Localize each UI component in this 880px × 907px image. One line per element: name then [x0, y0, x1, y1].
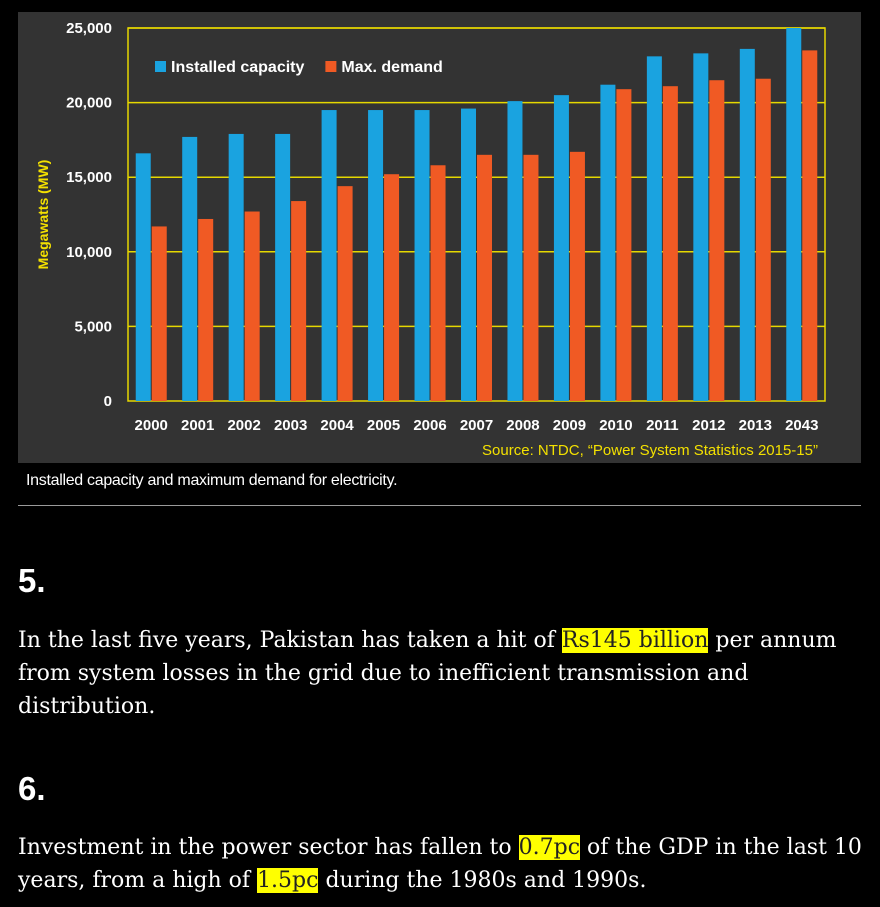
bar-chart: 0 5,000 10,000 15,000 20,000 25,000 Megawatts …: [35, 20, 826, 459]
section-6-text-after: during the 1980s and 1990s.: [318, 868, 647, 893]
bar: [182, 136, 198, 401]
section-5-text-after: per annum from system losses in the grid…: [18, 628, 837, 719]
bar: [600, 84, 616, 402]
divider: [18, 505, 861, 506]
x-tick-label: 2008: [506, 417, 539, 434]
y-tick-label: 0: [104, 393, 112, 410]
bar: [275, 133, 291, 401]
x-tick-label: 2010: [599, 417, 632, 434]
y-tick-label: 20,000: [66, 95, 112, 112]
section-number-6: 6.: [18, 770, 46, 807]
bar: [368, 110, 384, 401]
x-tick-label: 2006: [413, 417, 446, 434]
legend-swatch: [325, 61, 337, 72]
section-5-text-before: In the last five years, Pakistan has tak…: [18, 628, 562, 653]
highlight-rs145-billion: Rs145 billion: [561, 628, 709, 653]
bar: [507, 101, 523, 401]
bar: [802, 50, 818, 401]
x-tick-label: 2005: [367, 417, 400, 434]
section-6-paragraph: Investment in the power sector has falle…: [18, 831, 868, 897]
bar: [461, 108, 476, 402]
x-tick-label: 2013: [739, 417, 772, 434]
y-tick-label: 25,000: [66, 20, 112, 37]
section-6-text-middle: of the GDP in the last 10 years, from a …: [18, 835, 862, 893]
bar: [414, 110, 430, 401]
bar: [228, 133, 244, 401]
x-tick-label: 2000: [135, 417, 168, 434]
bar: [523, 154, 539, 401]
bar: [569, 151, 585, 401]
legend-label: Max. demand: [341, 59, 442, 76]
bar: [786, 28, 802, 401]
x-tick-label: 2011: [646, 417, 679, 434]
section-6-text-before: Investment in the power sector has falle…: [18, 835, 519, 860]
bar: [662, 86, 678, 402]
bar: [321, 110, 337, 401]
bar: [337, 186, 353, 401]
legend-swatch: [155, 61, 166, 72]
bar: [739, 48, 755, 401]
x-tick-label: 2002: [227, 417, 260, 434]
bar: [709, 80, 725, 401]
bar: [693, 53, 709, 401]
y-tick-label: 5,000: [74, 318, 112, 335]
x-tick-label: 2007: [460, 417, 493, 434]
x-tick-label: 2009: [553, 417, 586, 434]
x-tick-label: 2004: [320, 417, 354, 434]
bar: [198, 218, 214, 401]
bar: [135, 153, 151, 401]
highlight-0-7pc: 0.7pc: [518, 835, 581, 860]
bar: [151, 226, 167, 401]
source-note: Source: NTDC, “Power System Statistics 2…: [482, 442, 818, 459]
y-tick-label: 15,000: [66, 169, 112, 186]
x-tick-label: 2043: [785, 417, 818, 434]
chart-figure: 0 5,000 10,000 15,000 20,000 25,000 Megawatts …: [18, 12, 861, 463]
x-tick-label: 2001: [181, 417, 214, 434]
x-tick-label: 2012: [692, 417, 725, 434]
y-tick-label: 10,000: [66, 244, 112, 261]
bar: [244, 211, 260, 401]
bar: [291, 201, 307, 401]
highlight-1-5pc: 1.5pc: [257, 868, 319, 893]
legend-label: Installed capacity: [171, 59, 304, 76]
section-5-paragraph: In the last five years, Pakistan has tak…: [18, 624, 868, 723]
y-axis-label: Megawatts (MW): [35, 160, 51, 270]
bar: [553, 95, 569, 401]
bar: [616, 89, 632, 401]
bar: [384, 174, 400, 401]
section-number-5: 5.: [18, 562, 46, 599]
bar: [755, 78, 771, 401]
bar: [646, 56, 662, 402]
x-tick-label: 2003: [274, 417, 307, 434]
figure-caption: Installed capacity and maximum demand fo…: [26, 472, 398, 489]
plot-frame: [127, 27, 826, 402]
bar: [430, 165, 446, 401]
bar: [477, 154, 492, 401]
